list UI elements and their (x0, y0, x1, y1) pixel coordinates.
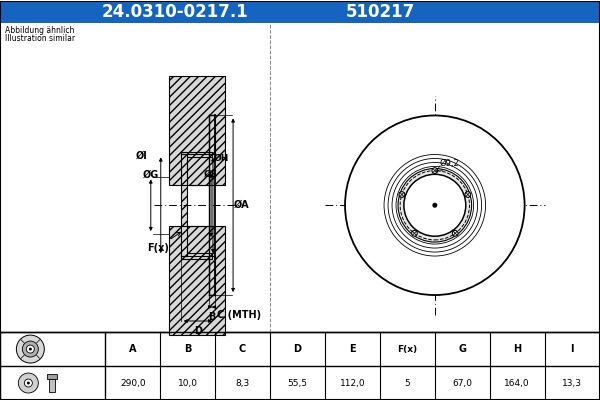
Text: 24.0310-0217.1: 24.0310-0217.1 (102, 2, 248, 20)
Bar (169, 76, 225, 184)
Circle shape (398, 168, 472, 242)
Text: B: B (208, 312, 216, 322)
Bar (181, 254, 212, 259)
Bar (181, 154, 187, 256)
Bar (209, 116, 215, 154)
Text: H: H (513, 344, 521, 354)
Text: A: A (129, 344, 136, 354)
Text: D: D (293, 344, 302, 354)
Circle shape (404, 174, 466, 236)
Text: 67,0: 67,0 (452, 378, 472, 388)
Text: ØH: ØH (214, 154, 229, 162)
Text: 112,0: 112,0 (340, 378, 365, 388)
Bar (47, 374, 58, 379)
Circle shape (412, 230, 417, 236)
Text: ØI: ØI (136, 151, 148, 161)
Text: 164,0: 164,0 (505, 378, 530, 388)
Text: 290,0: 290,0 (120, 378, 146, 388)
Bar (1, 0, 599, 22)
Text: D: D (194, 326, 202, 336)
Circle shape (22, 341, 38, 357)
Circle shape (433, 203, 437, 208)
Circle shape (399, 192, 404, 197)
Text: G: G (458, 344, 466, 354)
Circle shape (465, 192, 470, 197)
Circle shape (432, 168, 437, 174)
Circle shape (19, 373, 38, 393)
Circle shape (345, 116, 524, 295)
Text: ØA: ØA (234, 200, 250, 210)
Bar (187, 160, 225, 184)
Bar (49, 379, 55, 392)
Circle shape (27, 382, 30, 384)
Text: Ø9,2: Ø9,2 (440, 159, 460, 168)
Bar (181, 152, 212, 157)
Bar (169, 226, 225, 335)
Text: I: I (571, 344, 574, 354)
Circle shape (26, 345, 34, 353)
Text: F(x): F(x) (147, 232, 181, 253)
Circle shape (29, 348, 32, 350)
Text: Abbildung ähnlich: Abbildung ähnlich (5, 26, 75, 36)
Text: 5: 5 (404, 378, 410, 388)
Text: Ø100: Ø100 (424, 193, 450, 202)
Text: 510217: 510217 (345, 2, 415, 20)
Text: 55,5: 55,5 (287, 378, 308, 388)
Text: 10,0: 10,0 (178, 378, 197, 388)
Text: E: E (349, 344, 356, 354)
Bar (1, 332, 599, 400)
Bar (209, 256, 215, 295)
Circle shape (25, 379, 32, 387)
Circle shape (452, 230, 458, 236)
Text: Illustration similar: Illustration similar (5, 34, 76, 44)
Text: 13,3: 13,3 (562, 378, 582, 388)
Text: ØE: ØE (204, 170, 218, 178)
Text: C (MTH): C (MTH) (217, 310, 261, 320)
Bar (1, 22, 599, 332)
Text: F(x): F(x) (397, 344, 418, 354)
Text: B: B (184, 344, 191, 354)
Text: 8,3: 8,3 (235, 378, 250, 388)
Text: C: C (239, 344, 246, 354)
Bar (187, 228, 225, 254)
Circle shape (16, 335, 44, 363)
Text: ØG: ØG (143, 170, 159, 180)
